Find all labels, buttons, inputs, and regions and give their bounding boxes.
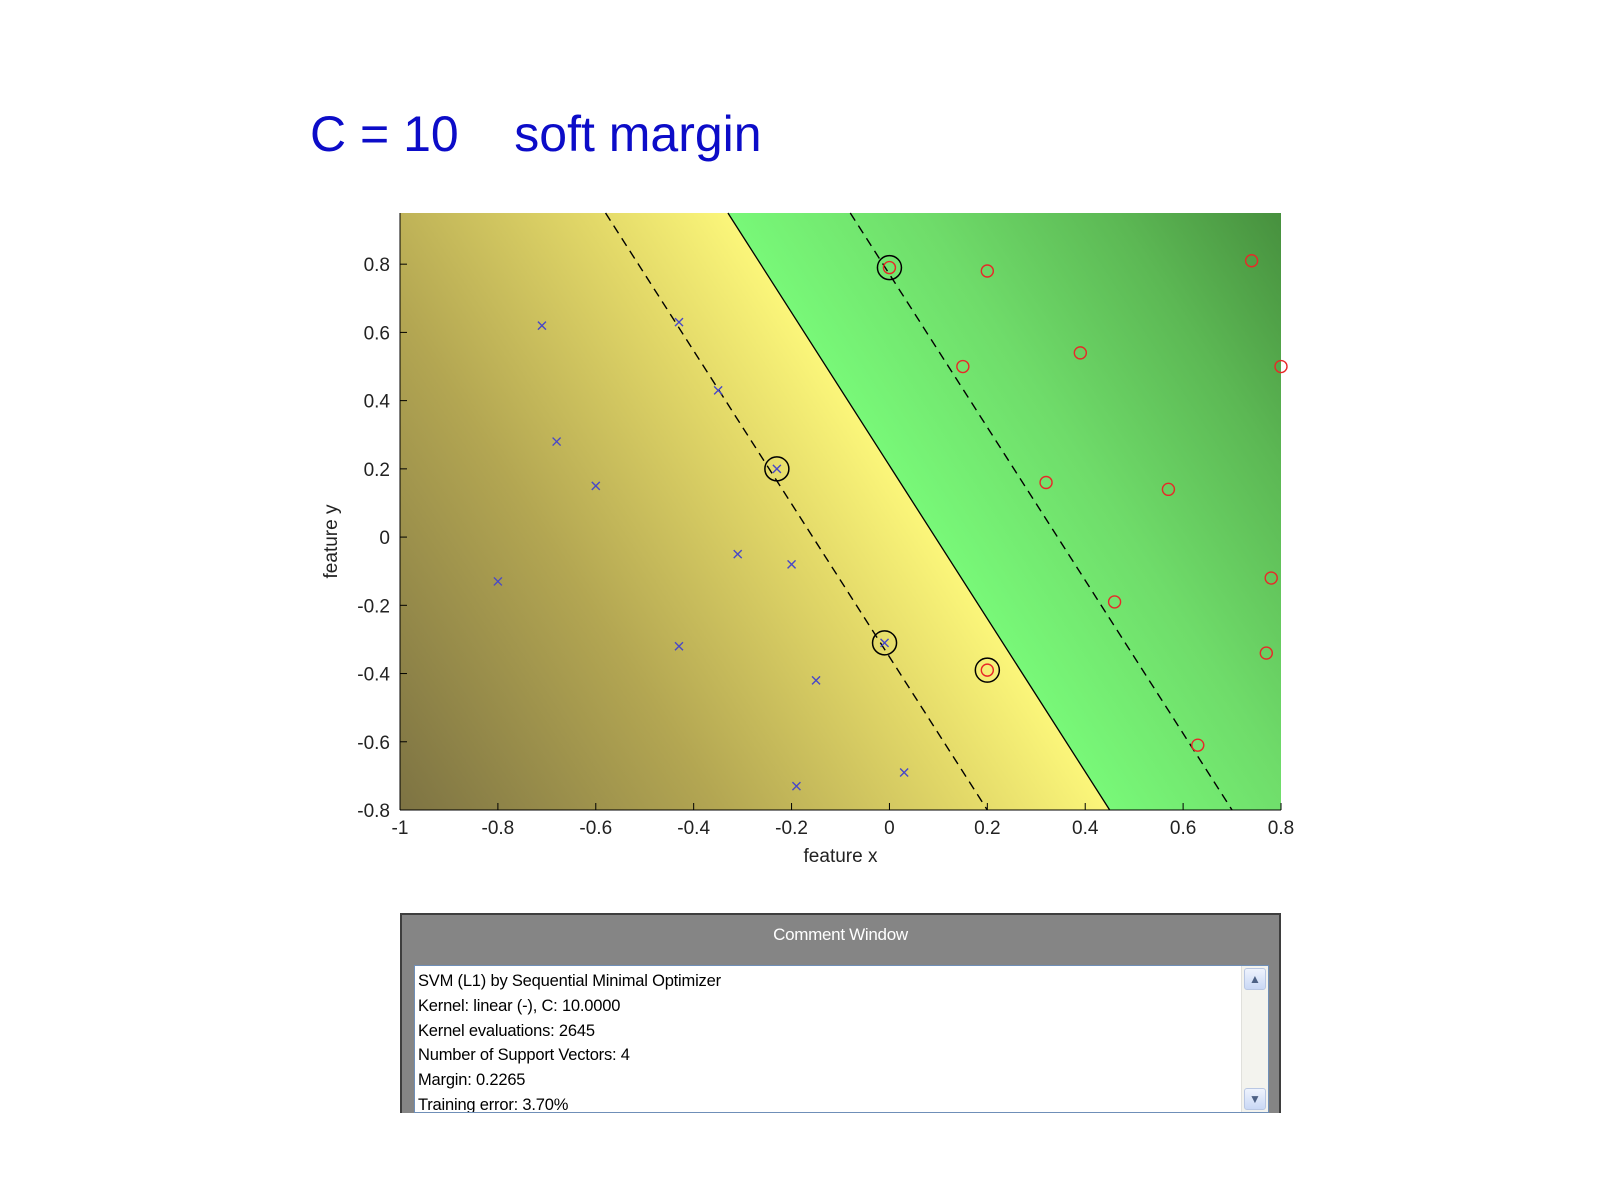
y-tick-label: -0.4 [357,665,390,686]
y-tick-label: -0.6 [357,733,390,754]
negative-class-point [493,576,503,586]
y-tick-label: 0 [379,528,390,549]
x-tick-label: 0.6 [1170,818,1196,839]
support-vector-marker [974,657,1001,683]
negative-class-point [899,767,909,777]
negative-class-point [674,317,684,327]
x-axis-label: feature x [804,846,878,867]
negative-class-point [674,641,684,651]
comment-line-algorithm: SVM (L1) by Sequential Minimal Optimizer [418,972,721,990]
positive-class-point [956,359,970,374]
positive-class-point [1073,346,1088,360]
comment-window-title: Comment Window [773,925,908,944]
x-tick-label: 0 [884,818,895,839]
negative-class-point [880,638,890,648]
positive-class-point [980,264,995,278]
negative-class-point [713,385,723,395]
y-axis-label: feature y [321,504,342,578]
negative-class-point [733,549,743,559]
negative-class-point [791,781,801,791]
positive-region [727,213,1281,810]
support-vector-marker [876,254,903,281]
positive-class-point [1161,482,1176,497]
support-vector-marker [871,630,898,656]
comment-line-kernel: Kernel: linear (-), C: 10.0000 [418,996,621,1015]
comment-lines: SVM (L1) by Sequential Minimal Optimizer… [418,969,721,1113]
decision-boundary-line [727,212,1111,811]
svm-scatter-chart: -1 -0.8 -0.6 -0.4 -0.2 0 0.2 0.4 0.6 0.8-0.8-0.6-… [321,212,1294,867]
data-points [493,254,1288,791]
positive-class-point [980,663,995,677]
y-tick-label: -0.2 [357,596,390,617]
x-tick-label: -0.6 [579,818,612,839]
x-tick-label: -0.8 [482,818,515,839]
y-tick-label: 0.2 [364,460,390,481]
comment-text-area[interactable]: SVM (L1) by Sequential Minimal Optimizer… [414,965,1269,1113]
negative-class-point [811,675,821,685]
positive-class-point [1274,359,1288,374]
positive-class-point [882,260,897,275]
x-tick-label: -1 [392,818,409,839]
comment-line-margin: Margin: 0.2265 [418,1071,526,1090]
comment-line-evaluations: Kernel evaluations: 2645 [418,1021,595,1040]
comment-window: Comment Window SVM (L1) by Sequential Mi… [400,913,1281,1113]
comment-line-training-error: Training error: 3.70% [418,1095,569,1113]
x-tick-label: -0.4 [677,818,710,839]
negative-class-point [552,437,562,447]
y-tick-label: 0.4 [364,392,391,413]
chevron-up-icon[interactable]: ▲ [1244,968,1266,990]
positive-class-point [1107,595,1122,609]
positive-class-point [1264,571,1278,585]
positive-class-point [1191,738,1205,752]
chevron-down-icon[interactable]: ▼ [1244,1088,1266,1110]
margin-line-1 [604,212,988,811]
slide-title: C = 10 soft margin [310,106,762,162]
comment-line-support-vectors: Number of Support Vectors: 4 [418,1046,630,1065]
negative-class-point [772,464,782,474]
x-tick-label: -0.2 [775,818,808,839]
negative-class-point [537,321,547,331]
positive-class-point [1039,475,1053,490]
negative-class-point [787,559,797,569]
y-tick-label: -0.8 [357,801,390,822]
negative-region [400,213,1110,810]
negative-class-point [591,481,601,491]
x-tick-label: 0.4 [1072,818,1099,839]
y-tick-label: 0.6 [364,323,390,344]
chart-axes: -1 -0.8 -0.6 -0.4 -0.2 0 0.2 0.4 0.6 0.8-0.8-0.6-… [321,213,1294,867]
y-tick-label: 0.8 [364,255,390,276]
vertical-scrollbar[interactable]: ▲ ▼ [1241,966,1268,1112]
positive-class-point [1259,646,1274,660]
decision-lines [604,212,1233,811]
positive-class-point [1244,254,1259,268]
x-tick-label: 0.2 [974,818,1000,839]
decision-function-background [400,213,1281,810]
margin-line-2 [849,212,1233,811]
support-vector-marker [764,456,790,482]
x-tick-label: 0.8 [1268,818,1294,839]
